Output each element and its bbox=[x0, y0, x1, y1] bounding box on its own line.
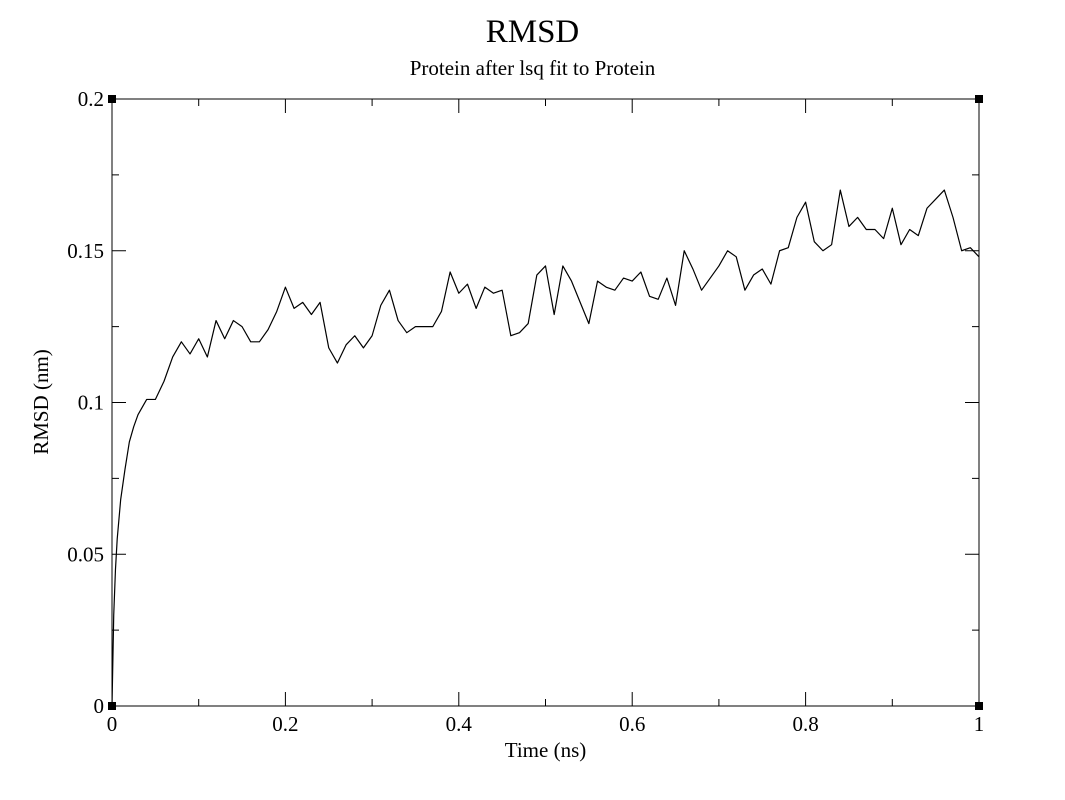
y-tick-label: 0 bbox=[94, 694, 105, 718]
x-tick-label: 0.2 bbox=[272, 712, 298, 736]
x-tick-label: 0.4 bbox=[446, 712, 473, 736]
y-axis-ticks: 0 0.05 0.1 0.15 0.2 bbox=[67, 87, 979, 718]
x-tick-label: 0 bbox=[107, 712, 118, 736]
series-layer bbox=[111, 189, 980, 707]
y-axis-label: RMSD (nm) bbox=[29, 349, 53, 455]
y-tick-label: 0.1 bbox=[78, 391, 104, 415]
chart-title: RMSD bbox=[485, 14, 580, 50]
y-tick-label: 0.05 bbox=[67, 542, 104, 566]
rmsd-series-line bbox=[111, 189, 980, 707]
y-tick-label: 0.15 bbox=[67, 239, 104, 263]
chart-subtitle: Protein after lsq fit to Protein bbox=[409, 56, 656, 80]
x-axis-label: Time (ns) bbox=[505, 738, 587, 762]
x-axis-ticks: 0 0.2 0.4 0.6 0.8 1 bbox=[107, 99, 985, 736]
x-tick-label: 0.6 bbox=[619, 712, 645, 736]
y-tick-label: 0.2 bbox=[78, 87, 104, 111]
x-tick-label: 0.8 bbox=[792, 712, 818, 736]
plot-frame bbox=[111, 98, 980, 707]
corner-handles bbox=[108, 95, 983, 710]
x-tick-label: 1 bbox=[974, 712, 985, 736]
